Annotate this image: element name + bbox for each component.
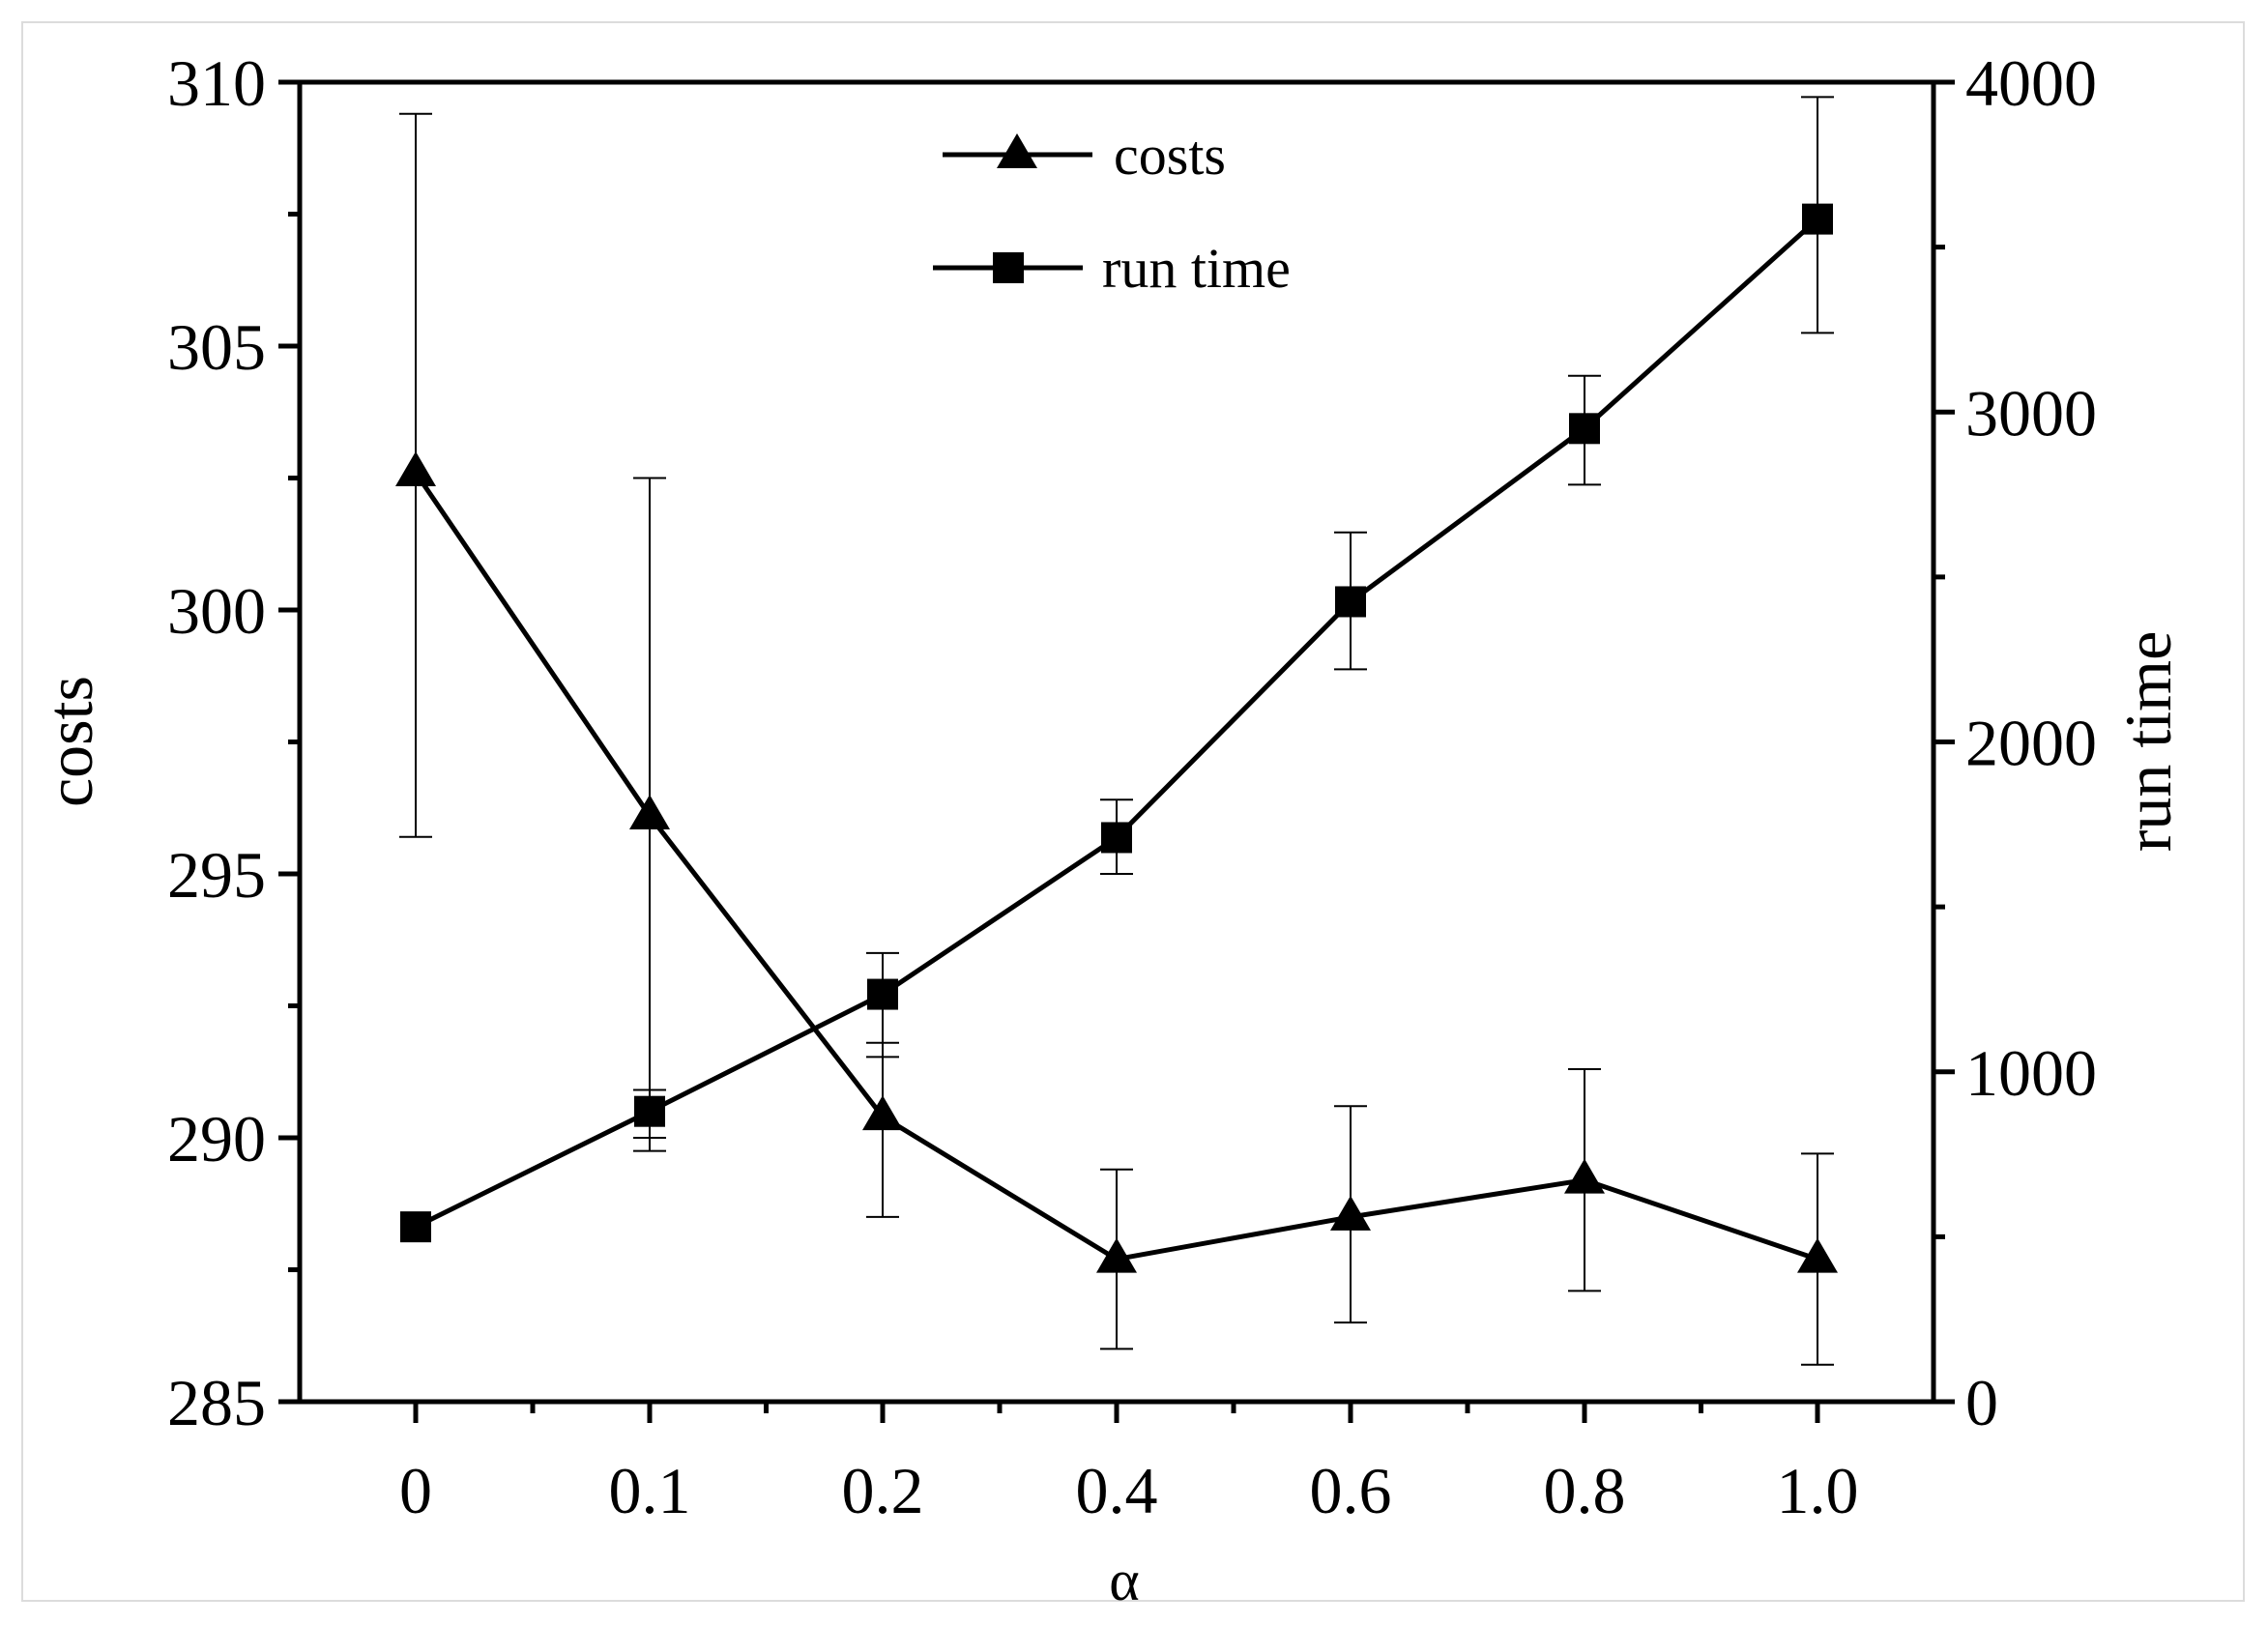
- run-time-point: [400, 1211, 431, 1243]
- legend: costs run time: [933, 124, 1291, 300]
- right-tick-label: 2000: [1965, 707, 2097, 780]
- series-costs: [395, 112, 1838, 1366]
- run-time-point: [1569, 413, 1600, 445]
- series-run-time: [400, 96, 1834, 1243]
- right-axis-label: run time: [2111, 631, 2185, 853]
- costs-point: [395, 451, 436, 487]
- run-time-line: [414, 217, 1819, 1230]
- right-tick-label: 4000: [1965, 46, 2097, 120]
- costs-point: [1797, 1237, 1838, 1273]
- run-time-point: [634, 1095, 665, 1127]
- x-tick-label: 0.2: [842, 1454, 924, 1527]
- figure-frame: [21, 21, 2245, 1602]
- run-time-point: [1335, 586, 1366, 618]
- costs-point: [1096, 1237, 1137, 1273]
- right-tick-label: 0: [1965, 1366, 1998, 1439]
- run-time-point: [1802, 203, 1833, 235]
- legend-runtime-label: run time: [1102, 237, 1291, 300]
- x-axis-ticks: 0 0.1 0.2 0.4 0.6 0.8 1.0: [399, 1402, 1859, 1527]
- costs-point: [629, 794, 670, 829]
- legend-costs-label: costs: [1114, 124, 1226, 187]
- costs-point: [862, 1095, 903, 1131]
- left-tick-label: 295: [167, 838, 266, 912]
- run-time-point: [1101, 822, 1132, 854]
- x-axis-label: α: [1109, 1549, 1139, 1612]
- legend-runtime-square-icon: [993, 252, 1024, 283]
- x-tick-label: 0.8: [1544, 1454, 1626, 1527]
- costs-point: [1330, 1195, 1371, 1231]
- x-tick-label: 0.4: [1076, 1454, 1158, 1527]
- series-layer: [395, 96, 1838, 1366]
- x-tick-label: 0: [399, 1454, 432, 1527]
- left-axis-label: costs: [33, 676, 106, 807]
- legend-costs-triangle-icon: [997, 133, 1037, 168]
- left-tick-label: 290: [167, 1102, 266, 1175]
- right-tick-label: 1000: [1965, 1036, 2097, 1110]
- left-axis-ticks: 285 290 295 300 305 310: [167, 46, 300, 1439]
- costs-point: [1564, 1158, 1605, 1194]
- x-tick-label: 0.1: [609, 1454, 691, 1527]
- x-tick-label: 0.6: [1310, 1454, 1392, 1527]
- left-tick-label: 310: [167, 46, 266, 120]
- right-axis-ticks: 0 1000 2000 3000 4000: [1934, 46, 2097, 1439]
- run-time-point: [867, 978, 898, 1010]
- right-tick-label: 3000: [1965, 376, 2097, 450]
- left-tick-label: 285: [167, 1366, 266, 1439]
- x-tick-label: 1.0: [1777, 1454, 1859, 1527]
- left-tick-label: 305: [167, 310, 266, 384]
- plot-area: [297, 79, 1936, 1405]
- left-tick-label: 300: [167, 574, 266, 648]
